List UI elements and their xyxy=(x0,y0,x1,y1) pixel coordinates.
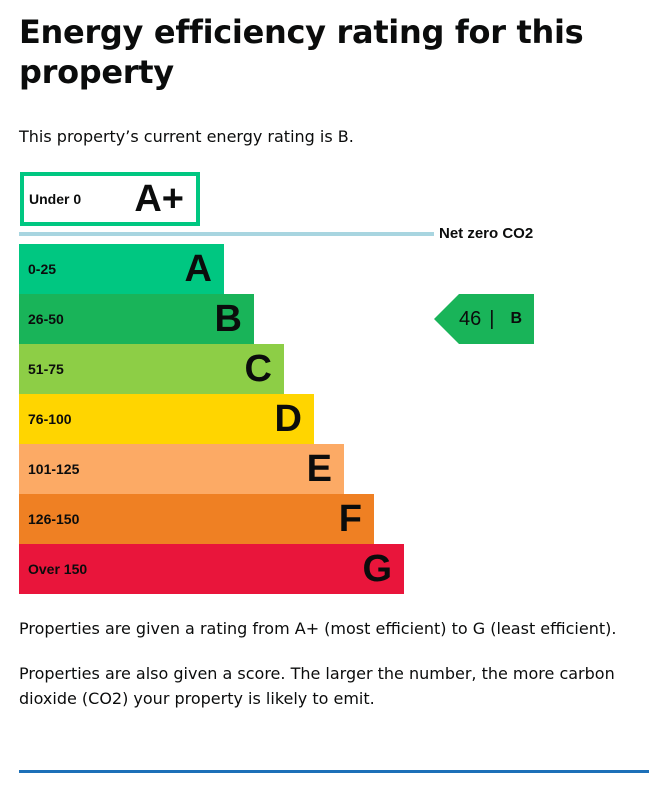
net-zero-label: Net zero CO2 xyxy=(439,225,534,242)
band-range: 0-25 xyxy=(28,261,57,277)
band-range: Over 150 xyxy=(28,561,88,577)
band-a: 0-25 A xyxy=(19,244,224,294)
band-d: 76-100 D xyxy=(19,394,314,444)
band-letter: F xyxy=(338,497,362,540)
band-range: 26-50 xyxy=(28,311,64,327)
band-letter: G xyxy=(362,547,392,590)
band-range: 51-75 xyxy=(28,361,64,377)
band-range: 126-150 xyxy=(28,511,80,527)
band-letter: A+ xyxy=(134,177,184,220)
rating-explanation: Properties are given a rating from A+ (m… xyxy=(19,619,617,638)
band-g: Over 150 G xyxy=(19,544,404,594)
band-letter: A xyxy=(184,247,212,290)
section-divider xyxy=(19,770,649,773)
band-e: 101-125 E xyxy=(19,444,344,494)
separator: | xyxy=(489,307,495,330)
net-zero-line xyxy=(19,232,434,236)
band-letter: E xyxy=(306,447,332,490)
band-c: 51-75 C xyxy=(19,344,284,394)
current-rating-arrow: 46 | B xyxy=(434,294,534,344)
band-letter: D xyxy=(274,397,302,440)
score-explanation: Properties are also given a score. The l… xyxy=(19,664,615,708)
current-letter: B xyxy=(510,310,523,327)
band-range: 101-125 xyxy=(28,461,80,477)
band-range: Under 0 xyxy=(29,191,82,207)
band-letter: C xyxy=(244,347,272,390)
band-range: 76-100 xyxy=(28,411,72,427)
intro-text: This property’s current energy rating is… xyxy=(19,127,354,146)
page-title: Energy efficiency rating for this proper… xyxy=(19,13,584,91)
current-score: 46 xyxy=(459,307,482,330)
band-letter: B xyxy=(214,297,242,340)
band-a-plus: Under 0 A+ xyxy=(20,172,200,226)
band-f: 126-150 F xyxy=(19,494,374,544)
band-b: 26-50 B xyxy=(19,294,254,344)
